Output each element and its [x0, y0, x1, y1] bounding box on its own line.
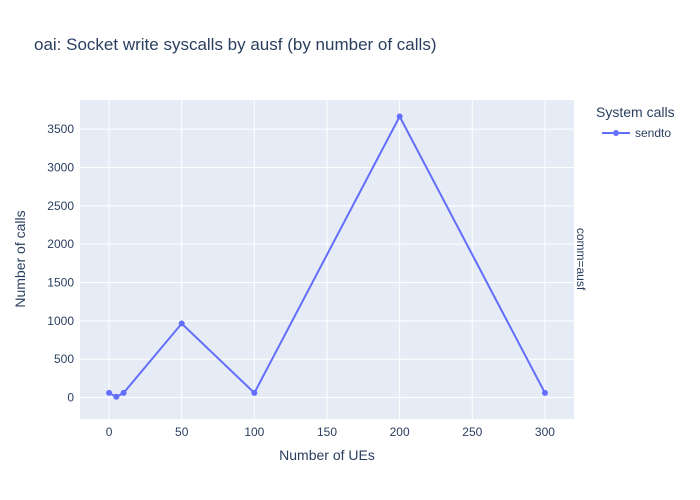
- x-tick-label: 50: [175, 425, 189, 439]
- legend[interactable]: System calls sendto: [596, 104, 675, 140]
- y-tick-label: 500: [54, 352, 74, 366]
- x-tick-label: 100: [244, 425, 264, 439]
- y-tick-label: 3000: [47, 160, 74, 174]
- x-tick-label: 250: [462, 425, 482, 439]
- legend-marker-sendto: [613, 130, 619, 136]
- data-point-sendto[interactable]: [120, 389, 127, 396]
- facet-label: comm=ausf: [574, 228, 588, 291]
- legend-title: System calls: [596, 104, 675, 120]
- series-group: [106, 113, 548, 400]
- y-tick-label: 0: [67, 391, 74, 405]
- x-tick-label: 150: [317, 425, 337, 439]
- x-axis-ticks: 0 50 100 150 200 250 300: [106, 425, 556, 439]
- y-tick-label: 1000: [47, 314, 74, 328]
- legend-label-sendto[interactable]: sendto: [635, 126, 671, 140]
- y-tick-label: 1500: [47, 276, 74, 290]
- data-point-sendto[interactable]: [396, 113, 403, 120]
- chart-title: oai: Socket write syscalls by ausf (by n…: [34, 35, 436, 54]
- y-axis-title: Number of calls: [12, 210, 28, 307]
- y-tick-label: 2500: [47, 199, 74, 213]
- data-point-sendto[interactable]: [251, 389, 258, 396]
- data-point-sendto[interactable]: [106, 389, 113, 396]
- data-point-sendto[interactable]: [541, 389, 548, 396]
- y-tick-label: 3500: [47, 122, 74, 136]
- x-tick-label: 0: [106, 425, 113, 439]
- data-point-sendto[interactable]: [178, 320, 185, 327]
- x-tick-label: 200: [390, 425, 410, 439]
- y-tick-label: 2000: [47, 237, 74, 251]
- x-axis-title: Number of UEs: [279, 447, 375, 463]
- data-point-sendto[interactable]: [113, 393, 120, 400]
- y-axis-ticks: 0 500 1000 1500 2000 2500 3000 3500: [47, 122, 74, 404]
- x-tick-label: 300: [535, 425, 555, 439]
- gridlines: [80, 100, 574, 419]
